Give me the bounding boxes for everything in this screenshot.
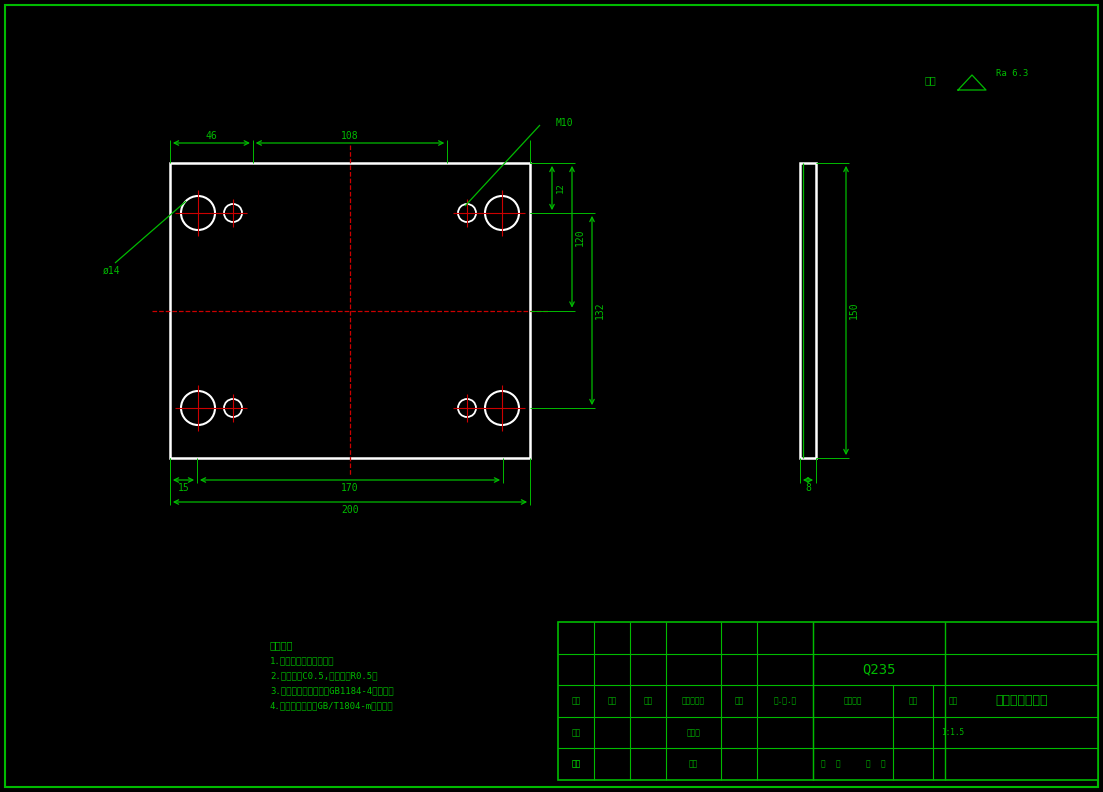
Text: 3.未注形位公差应符合GB1184-4的要求。: 3.未注形位公差应符合GB1184-4的要求。 [270, 686, 394, 695]
Text: M10: M10 [556, 118, 574, 128]
Bar [558, 622, 1097, 780]
Text: 标准化: 标准化 [686, 728, 700, 737]
Text: 标记: 标记 [571, 696, 580, 706]
Text: 重量: 重量 [909, 696, 918, 706]
Text: 签名: 签名 [735, 696, 743, 706]
Text: 15: 15 [178, 483, 190, 493]
Text: 第: 第 [866, 760, 870, 769]
Text: Ra 6.3: Ra 6.3 [996, 70, 1028, 78]
Text: 张: 张 [880, 760, 886, 769]
Text: 审核: 审核 [571, 760, 580, 769]
Text: 阶段标记: 阶段标记 [844, 696, 863, 706]
Text: 12: 12 [556, 183, 565, 193]
Text: 高度调节安装板: 高度调节安装板 [995, 695, 1048, 707]
Text: ø14: ø14 [103, 266, 120, 276]
Text: 比例: 比例 [949, 696, 957, 706]
Text: 132: 132 [595, 302, 606, 319]
Text: 处数: 处数 [608, 696, 617, 706]
Text: 1.去除毛刺，锐边倒鬼。: 1.去除毛刺，锐边倒鬼。 [270, 656, 334, 665]
Text: 工艺: 工艺 [571, 760, 580, 769]
Text: 170: 170 [341, 483, 358, 493]
Text: 4.未注尺寸公差按GB/T1804-m的要求。: 4.未注尺寸公差按GB/T1804-m的要求。 [270, 701, 394, 710]
Text: 年.月.日: 年.月.日 [773, 696, 796, 706]
Text: 1:1.5: 1:1.5 [942, 728, 964, 737]
Text: 更改文件号: 更改文件号 [682, 696, 705, 706]
Text: 120: 120 [575, 228, 585, 246]
Text: 批准: 批准 [689, 760, 698, 769]
Text: 设计: 设计 [571, 728, 580, 737]
Text: 张: 张 [836, 760, 840, 769]
Text: 8: 8 [805, 483, 811, 493]
Text: 共: 共 [821, 760, 825, 769]
Text: 46: 46 [205, 131, 217, 141]
Text: Q235: Q235 [863, 662, 896, 676]
Text: 分区: 分区 [643, 696, 653, 706]
Text: 150: 150 [849, 302, 859, 319]
Text: 200: 200 [341, 505, 358, 515]
Bar [170, 163, 531, 458]
Text: 2.未注倒角C0.5,未注圆角R0.5。: 2.未注倒角C0.5,未注圆角R0.5。 [270, 671, 377, 680]
Text: 其余: 其余 [924, 75, 936, 85]
Bar [800, 163, 816, 458]
Text: 技术要求: 技术要求 [270, 640, 293, 650]
Text: 108: 108 [341, 131, 358, 141]
